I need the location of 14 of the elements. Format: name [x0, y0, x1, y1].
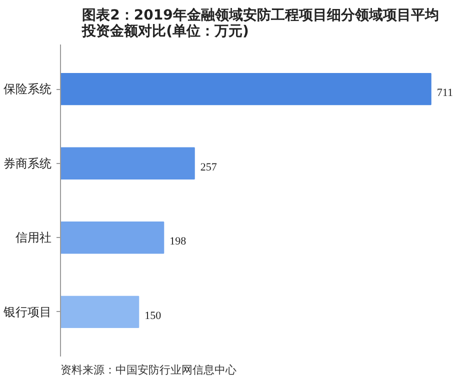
data-label: 150 — [144, 310, 162, 322]
text: 资料来源：中国安防行业网信息中心 — [60, 364, 236, 376]
y-tick-label: 信用社 — [16, 230, 52, 245]
y-tick-label: 保险系统 — [4, 82, 52, 96]
bar — [60, 72, 432, 106]
bar — [60, 147, 195, 180]
bar — [60, 222, 164, 254]
data-label: 198 — [170, 236, 187, 248]
bar — [60, 296, 140, 328]
chart-title: 图表2：2019年金融领域安防工程项目细分领域项目平均投资金额对比(单位：万元) — [81, 6, 439, 40]
y-tick-label: 券商系统 — [4, 156, 52, 170]
y-tick-label: 银行项目 — [2, 304, 52, 319]
data-label: 711 — [436, 87, 453, 100]
data-label: 257 — [200, 161, 218, 174]
